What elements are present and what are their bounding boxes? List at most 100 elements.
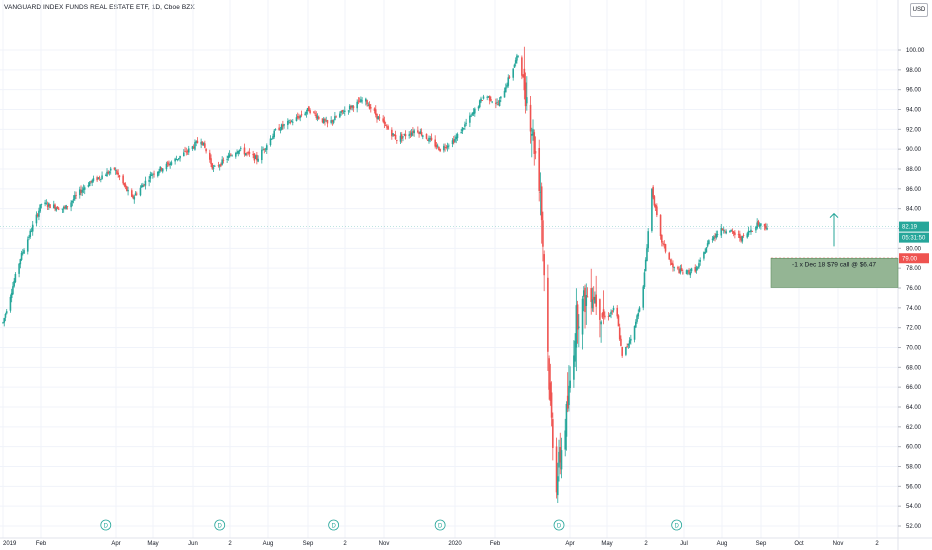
candle-body [495,102,497,104]
candle-body [257,158,259,162]
countdown-label: 05:31:50 [902,236,926,242]
currency-badge[interactable]: USD [910,3,928,17]
candle-body [516,55,518,61]
candle-body [714,235,716,238]
candle-body [40,204,43,205]
candle-body [356,101,358,109]
candle-body [673,267,675,268]
candle-body [38,210,40,217]
candle-body [391,129,393,137]
candle-body [438,147,440,151]
candle-body [550,392,553,418]
candle-body [454,139,456,142]
candle-body [142,184,144,188]
candle-body [316,116,319,119]
candle-body [724,231,726,233]
candle-body [28,236,30,238]
x-tick-label: Jun [188,541,198,547]
candle-body [314,112,316,114]
candle-body [295,117,298,121]
candle-body [264,148,267,150]
y-tick-label: 98.00 [906,68,922,74]
candle-body [254,155,257,159]
candle-body [474,108,476,114]
candle-body [590,288,593,302]
candle-body [740,237,742,241]
candle-body [530,133,533,136]
candle-body [444,147,446,148]
candle-body [45,203,48,204]
candle-body [705,247,708,253]
candle-body [122,175,124,184]
x-tick-label: Apr [111,541,120,547]
candle-body [227,155,230,159]
candle-body [556,476,559,496]
candle-body [123,183,126,186]
candle-body [428,137,430,142]
y-tick-label: 60.00 [906,445,922,451]
candle-body [66,206,69,208]
candle-body [116,170,118,175]
candle-body [325,120,328,122]
candle-body [611,310,614,312]
candle-body [18,263,20,274]
candle-body [758,224,761,227]
candle-body [687,270,689,272]
candle-body [166,162,169,164]
candle-body [472,111,475,115]
candle-body [696,267,699,269]
y-tick-label: 78.00 [906,266,922,272]
candle-body [538,148,541,191]
candle-body [592,296,595,301]
candle-body [399,135,402,142]
candle-body [90,180,92,182]
dividend-marker-icon [328,519,340,531]
candle-body [247,152,249,154]
candle-body [402,136,404,138]
candle-body [118,175,121,178]
candle-body [695,267,698,271]
candle-body [176,159,179,160]
candle-body [522,74,524,78]
dividend-marker-label: D [438,524,443,530]
candle-body [737,233,740,235]
candle-body [74,195,76,200]
y-tick-label: 100.00 [906,48,925,54]
y-tick-label: 76.00 [906,286,922,292]
candle-body [446,145,449,148]
candle-body [3,318,6,323]
y-tick-label: 90.00 [906,147,922,153]
candle-body [109,168,112,171]
candle-body [383,120,386,124]
x-tick-label: Sep [303,541,314,547]
candle-body [377,116,380,120]
candle-body [445,147,448,148]
candle-body [670,262,673,266]
candle-body [469,115,471,123]
candle-body [599,299,601,320]
upside-arrow-head [829,212,839,218]
candle-body [222,159,225,161]
candle-body [113,167,116,170]
candle-body [308,106,310,112]
candle-body [49,204,51,209]
candle-body [191,146,194,149]
candle-body [92,178,95,181]
candle-body [569,380,571,389]
candle-body [746,233,749,238]
candle-body [565,404,568,437]
candle-body [500,96,502,99]
candle-body [529,104,532,132]
candle-body [357,100,360,102]
candle-body [420,132,423,136]
candle-body [211,163,214,169]
candle-body [678,269,680,274]
candle-body [586,296,589,298]
candle-body [766,227,768,230]
candle-body [332,120,335,123]
candle-body [651,188,653,231]
candle-body [71,200,74,203]
candle-body [35,214,38,224]
candle-body [195,141,197,143]
